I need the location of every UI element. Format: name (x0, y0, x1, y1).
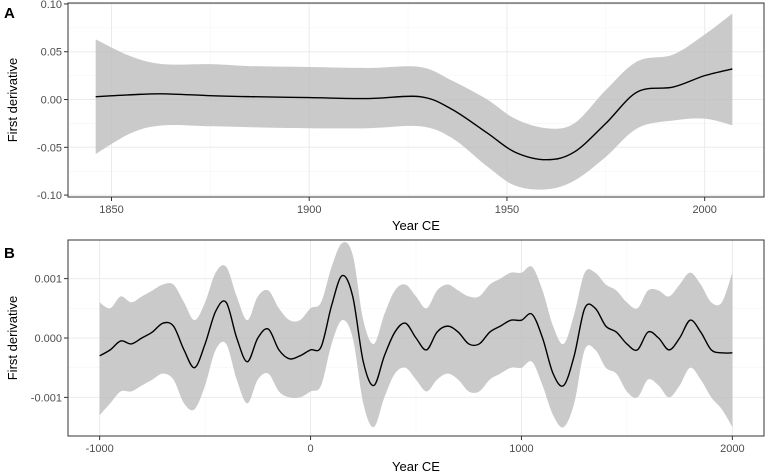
panel-b-y-ticks: -0.001 0.000 0.001 (31, 274, 68, 404)
panel-a-x-tick-label: 2000 (692, 204, 716, 216)
panel-a-y-axis-title: First derivative (5, 58, 20, 143)
panel-b-x-ticks: -1000 0 1000 2000 (86, 436, 745, 455)
panel-a-y-tick-label: 0.00 (41, 95, 62, 107)
panel-a-y-tick-label: -0.05 (37, 142, 62, 154)
panel-a-y-tick-label: 0.05 (41, 47, 62, 59)
panel-a-x-axis-title: Year CE (392, 218, 440, 233)
panel-b-x-tick-label: 0 (307, 443, 313, 455)
panel-b-y-tick-label: 0.001 (34, 274, 62, 286)
panel-a-label: A (4, 5, 15, 22)
panel-a-x-tick-label: 1900 (297, 204, 321, 216)
panel-a-x-ticks: 1850 1900 1950 2000 (99, 197, 717, 216)
panel-a-confidence-ribbon (95, 13, 733, 190)
panel-a-y-tick-label: 0.10 (41, 0, 62, 11)
panel-a-derivative-line (95, 68, 733, 161)
panel-b-x-tick-label: -1000 (86, 443, 114, 455)
panel-b-y-tick-label: 0.000 (34, 333, 62, 345)
panel-a-y-tick-label: -0.10 (37, 190, 62, 202)
panel-b-derivative-line (99, 274, 733, 387)
panel-b-x-tick-label: 1000 (509, 443, 533, 455)
panel-a: A 1850 1900 1950 2000 -0.10 -0.05 0.00 0.05 0.1… (4, 0, 765, 233)
panel-b-y-axis-title: First derivative (5, 296, 20, 381)
panel-b-label: B (4, 245, 15, 262)
panel-b-confidence-ribbon (99, 242, 733, 428)
panel-a-y-ticks: -0.10 -0.05 0.00 0.05 0.10 (37, 0, 68, 202)
panel-b-x-tick-label: 2000 (720, 443, 744, 455)
panel-b: B -1000 0 1000 2000 -0.001 0.000 0.001 Year C… (4, 239, 765, 474)
panel-b-y-tick-label: -0.001 (31, 392, 62, 404)
panel-a-x-tick-label: 1950 (495, 204, 519, 216)
panel-b-x-axis-title: Year CE (392, 459, 440, 474)
panel-a-x-tick-label: 1850 (99, 204, 123, 216)
